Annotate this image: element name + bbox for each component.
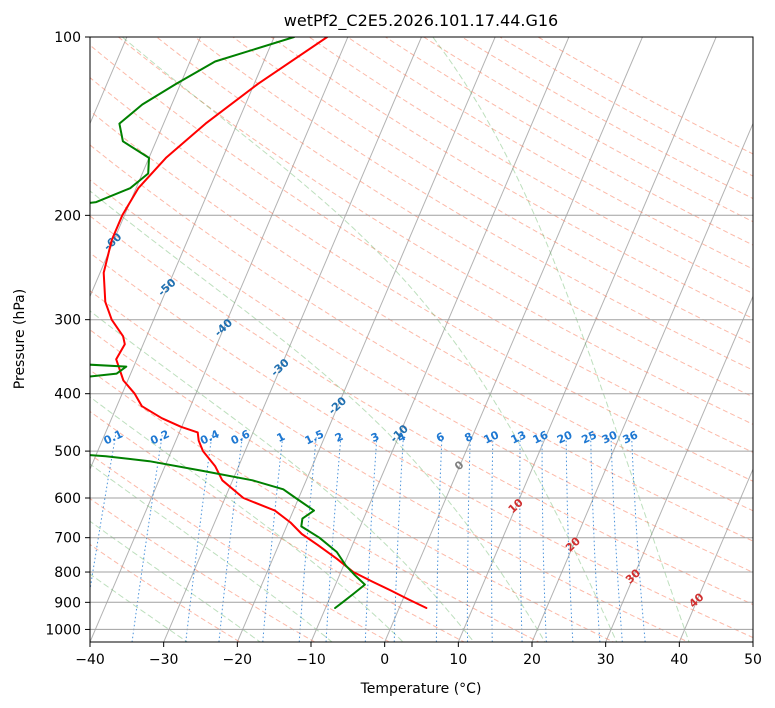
y-axis-label: Pressure (hPa) xyxy=(12,289,28,389)
mixing-ratio-line xyxy=(466,435,471,642)
dry-adiabat xyxy=(232,37,753,345)
dry-adiabat xyxy=(90,290,690,642)
dry-adiabat xyxy=(422,37,753,223)
isotherm-line xyxy=(90,37,275,471)
moist-adiabat xyxy=(432,37,690,642)
y-tick-label: 600 xyxy=(54,491,81,507)
x-tick-label: 20 xyxy=(523,652,541,668)
moist-adiabat xyxy=(90,463,333,642)
temperature-line xyxy=(102,37,428,609)
y-tick-label: 400 xyxy=(54,387,81,403)
dry-adiabat xyxy=(90,77,753,482)
mixing-ratio-line xyxy=(590,435,601,642)
isotherm-line xyxy=(678,467,753,642)
dry-adiabat xyxy=(90,110,753,512)
y-tick-label: 800 xyxy=(54,565,81,581)
x-tick-label: −20 xyxy=(223,652,253,668)
mixing-ratio-line xyxy=(131,435,163,642)
x-tick-label: 10 xyxy=(449,652,467,668)
dry-adiabat xyxy=(90,543,241,642)
dry-adiabat xyxy=(90,453,391,642)
mixing-ratio-label: 10 xyxy=(482,428,502,446)
mixing-ratio-lines xyxy=(90,435,646,642)
x-tick-label: 40 xyxy=(670,652,688,668)
dry-adiabat xyxy=(90,144,753,542)
mixing-ratio-label: 16 xyxy=(531,428,551,446)
profile-series xyxy=(90,37,428,609)
dry-adiabat xyxy=(346,37,753,270)
moist-adiabat xyxy=(121,37,618,642)
moist-adiabat xyxy=(90,573,189,642)
mixing-ratio-line xyxy=(541,435,547,642)
dry-adiabat xyxy=(155,37,753,398)
mixing-ratio-label: 30 xyxy=(600,428,620,446)
dry-adiabats xyxy=(90,37,753,642)
dry-adiabat xyxy=(193,37,753,371)
y-tick-label: 200 xyxy=(54,208,81,224)
mixing-ratio-label: 13 xyxy=(509,428,528,446)
x-axis: −40 −30 −20 −10 0 10 20 30 40 50 xyxy=(75,642,762,668)
plot-frame xyxy=(89,36,754,643)
skewed-isotherms xyxy=(90,37,753,642)
y-axis: 100 200 300 400 500 600 700 800 900 1000 xyxy=(45,30,90,638)
mixing-ratio-line xyxy=(364,435,378,642)
mixing-ratio-label: 20 xyxy=(555,428,575,446)
plot-area: 0.10.20.40.611.52346810131620253036-100-… xyxy=(90,37,753,642)
x-tick-label: −10 xyxy=(296,652,326,668)
pressure-gridlines xyxy=(90,37,753,630)
isotherm-line xyxy=(605,295,753,642)
isotherm-line xyxy=(384,37,644,642)
mixing-ratio-line xyxy=(435,435,443,642)
mixing-ratio-label: 36 xyxy=(621,428,641,446)
dry-adiabat xyxy=(90,498,316,642)
y-tick-label: 700 xyxy=(54,531,81,547)
x-tick-label: 0 xyxy=(380,652,389,668)
y-tick-label: 900 xyxy=(54,595,81,611)
mixing-ratio-line xyxy=(298,435,317,642)
mixing-ratio-line xyxy=(393,435,404,642)
moist-adiabat xyxy=(90,520,262,642)
dry-adiabat xyxy=(90,179,753,573)
mixing-ratio-line xyxy=(565,435,574,642)
dry-adiabat xyxy=(90,215,753,606)
mixing-ratio-line xyxy=(610,435,623,642)
mixing-ratio-label: 25 xyxy=(580,428,599,446)
dry-adiabat xyxy=(499,37,753,177)
chart-title: wetPf2_C2E5.2026.101.17.44.G16 xyxy=(284,11,558,31)
dry-adiabat xyxy=(117,37,753,425)
isotherm-line xyxy=(457,37,717,642)
mixing-ratio-line xyxy=(491,435,494,642)
isotherm-line xyxy=(90,37,349,642)
y-tick-label: 100 xyxy=(54,30,81,46)
x-tick-label: −30 xyxy=(149,652,179,668)
x-tick-label: 30 xyxy=(597,652,615,668)
mixing-ratio-line xyxy=(519,435,523,642)
y-tick-label: 300 xyxy=(54,313,81,329)
moist-adiabat xyxy=(90,310,475,642)
isotherm-line xyxy=(90,37,202,298)
moist-adiabat xyxy=(90,396,404,642)
y-tick-label: 500 xyxy=(54,444,81,460)
x-tick-label: 50 xyxy=(744,652,762,668)
isotherm-line xyxy=(310,37,570,642)
mixing-ratio-line xyxy=(90,435,117,593)
isotherm-line xyxy=(531,122,753,642)
y-tick-label: 1000 xyxy=(45,622,81,638)
isotherm-line xyxy=(163,37,423,642)
mixing-ratio-line xyxy=(631,435,646,642)
dewpoint-line xyxy=(90,37,366,609)
dry-adiabat xyxy=(384,37,753,246)
mixing-ratio-line xyxy=(325,435,342,642)
mixing-ratio-line xyxy=(218,435,243,642)
x-tick-label: −40 xyxy=(75,652,105,668)
mixing-ratio-line xyxy=(262,435,284,642)
dry-adiabat xyxy=(460,37,753,200)
moist-adiabats xyxy=(90,37,690,642)
moist-adiabat xyxy=(90,190,546,642)
x-axis-label: Temperature (°C) xyxy=(360,681,482,697)
isotherm-line xyxy=(236,37,496,642)
mixing-ratio-line xyxy=(185,435,213,642)
